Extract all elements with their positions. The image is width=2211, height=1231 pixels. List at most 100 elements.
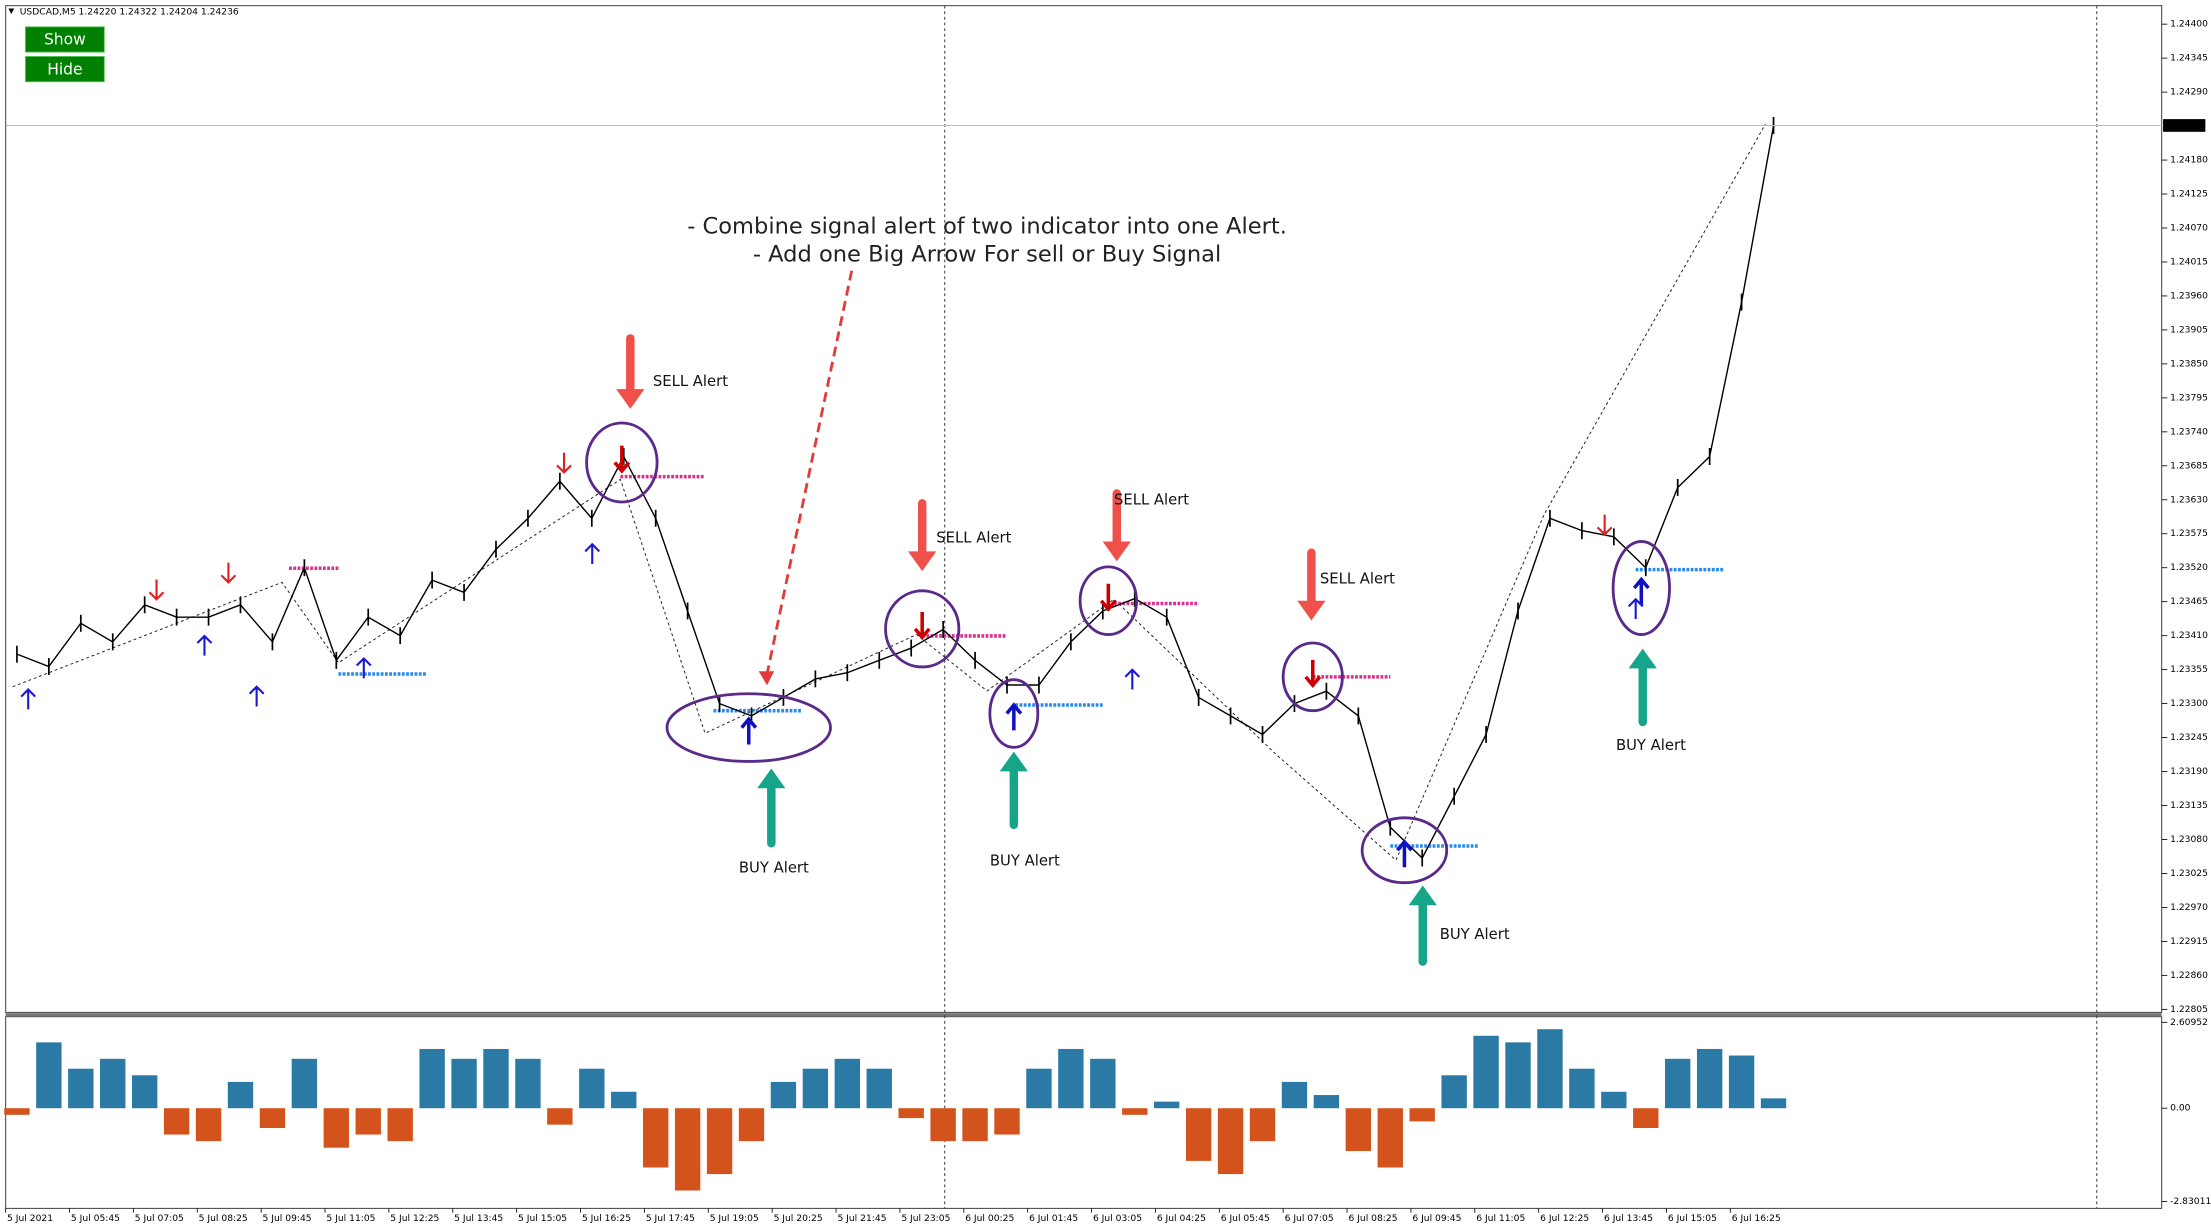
button-bg[interactable] — [24, 26, 105, 53]
y-tick-label: 1.24015 — [2170, 256, 2208, 267]
x-tick-label: 6 Jul 11:05 — [1476, 1213, 1525, 1224]
sell-arrow — [1099, 583, 1117, 612]
x-tick-label: 5 Jul 11:05 — [326, 1213, 375, 1224]
histogram-bar — [4, 1108, 30, 1115]
annotation-pointer-head — [758, 671, 775, 686]
histogram-bar — [36, 1042, 62, 1109]
histogram-bar — [642, 1108, 669, 1168]
y-tick-label: 1.23245 — [2170, 732, 2208, 743]
x-tick-label: 5 Jul 05:45 — [71, 1213, 120, 1224]
histogram-bar — [387, 1108, 413, 1142]
buy-arrow — [1005, 702, 1023, 731]
histogram-bar — [611, 1091, 637, 1109]
histogram-bar — [547, 1108, 573, 1125]
show-button[interactable]: Show — [24, 26, 105, 53]
y-tick-label: 2.60952 — [2170, 1017, 2208, 1028]
y-tick-label: 1.23630 — [2170, 494, 2208, 505]
histogram-bar — [1537, 1029, 1563, 1109]
big-arrow-head — [1408, 885, 1437, 906]
histogram-bar — [802, 1068, 829, 1109]
y-tick-label: 1.23300 — [2170, 698, 2208, 709]
zigzag-line — [12, 123, 1766, 861]
y-tick-label: 1.23685 — [2170, 460, 2208, 471]
small-signal-arrow — [1124, 668, 1141, 690]
button-label[interactable]: Hide — [47, 60, 82, 78]
histogram-bar — [291, 1058, 318, 1109]
signal-circle — [1360, 816, 1449, 885]
x-tick-label: 6 Jul 01:45 — [1029, 1213, 1078, 1224]
x-tick-label: 5 Jul 15:05 — [518, 1213, 567, 1224]
big-arrow-head — [1628, 648, 1657, 669]
hide-button[interactable]: Hide — [24, 55, 105, 83]
current-price-label: 1.24236 — [2167, 120, 2205, 131]
x-tick-label: 5 Jul 09:45 — [263, 1213, 312, 1224]
histogram-bar — [898, 1108, 924, 1119]
x-tick-label: 5 Jul 07:05 — [135, 1213, 184, 1224]
x-tick-label: 6 Jul 09:45 — [1412, 1213, 1461, 1224]
small-signal-arrow — [248, 685, 265, 707]
y-tick-label: 1.24125 — [2170, 189, 2208, 200]
histogram-bar — [770, 1081, 797, 1109]
sell-arrow — [913, 611, 931, 641]
y-tick-label: 1.23465 — [2170, 596, 2208, 607]
y-tick-label: 1.23520 — [2170, 562, 2208, 573]
big-arrow-head — [908, 551, 937, 572]
small-signal-arrow — [356, 657, 372, 679]
small-signal-arrow — [556, 452, 572, 474]
small-signal-arrow — [20, 688, 36, 710]
current-price-box — [2163, 119, 2206, 132]
y-tick-label: 1.23190 — [2170, 766, 2208, 777]
alert-label: BUY Alert — [1440, 926, 1510, 943]
histogram-bar — [994, 1108, 1020, 1135]
histogram-bar — [738, 1108, 765, 1142]
histogram-bar — [930, 1108, 956, 1142]
x-tick-label: 6 Jul 07:05 — [1285, 1213, 1334, 1224]
x-tick-label: 6 Jul 00:25 — [965, 1213, 1014, 1224]
y-tick-label: 1.23960 — [2170, 290, 2208, 301]
y-tick-label: 1.24400 — [2170, 19, 2208, 30]
x-tick-label: 5 Jul 20:25 — [774, 1213, 823, 1224]
histogram-bar — [1281, 1081, 1308, 1109]
histogram-bar — [1409, 1108, 1435, 1122]
histogram-bar — [579, 1068, 605, 1109]
histogram-bar — [483, 1048, 509, 1109]
histogram-bar — [962, 1108, 988, 1142]
histogram-bar — [1473, 1035, 1499, 1109]
annotation-pointer — [765, 270, 854, 675]
alert-label: SELL Alert — [1320, 571, 1395, 588]
x-tick-label: 6 Jul 13:45 — [1604, 1213, 1653, 1224]
histogram-bar — [1122, 1108, 1148, 1115]
annotation: - Add one Big Arrow For sell or Buy Sign… — [753, 242, 1221, 268]
x-tick-label: 6 Jul 05:45 — [1221, 1213, 1270, 1224]
y-tick-label: 1.22805 — [2170, 1004, 2208, 1015]
y-tick-label: 1.23135 — [2170, 800, 2208, 811]
histogram-bar — [451, 1058, 477, 1109]
button-label[interactable]: Show — [44, 31, 86, 49]
histogram-bar — [1249, 1108, 1276, 1142]
histogram-bar — [1217, 1108, 1244, 1175]
histogram-bar — [1633, 1108, 1659, 1128]
small-signal-arrow — [1627, 597, 1644, 620]
y-tick-label: 1.24290 — [2170, 87, 2208, 98]
big-arrow-head — [999, 751, 1028, 772]
x-tick-label: 6 Jul 03:05 — [1093, 1213, 1142, 1224]
histogram-bar — [1696, 1048, 1723, 1109]
y-tick-label: 1.24070 — [2170, 223, 2208, 234]
y-tick-label: 1.24180 — [2170, 155, 2208, 166]
signal-circle — [665, 692, 832, 763]
signal-circle — [585, 421, 659, 504]
y-tick-label: 1.23850 — [2170, 358, 2208, 369]
histogram-bar — [68, 1068, 94, 1109]
big-arrow-head — [757, 768, 786, 789]
histogram-bar — [1313, 1095, 1340, 1109]
alert-label: BUY Alert — [1616, 737, 1686, 754]
button-bg[interactable] — [24, 55, 105, 83]
big-arrow-head — [616, 389, 645, 409]
alert-label: SELL Alert — [936, 530, 1011, 547]
histogram-bar — [1601, 1091, 1627, 1109]
annotation: - Combine signal alert of two indicator … — [687, 214, 1287, 240]
small-signal-arrow — [584, 542, 601, 565]
x-tick-label: 6 Jul 04:25 — [1157, 1213, 1206, 1224]
